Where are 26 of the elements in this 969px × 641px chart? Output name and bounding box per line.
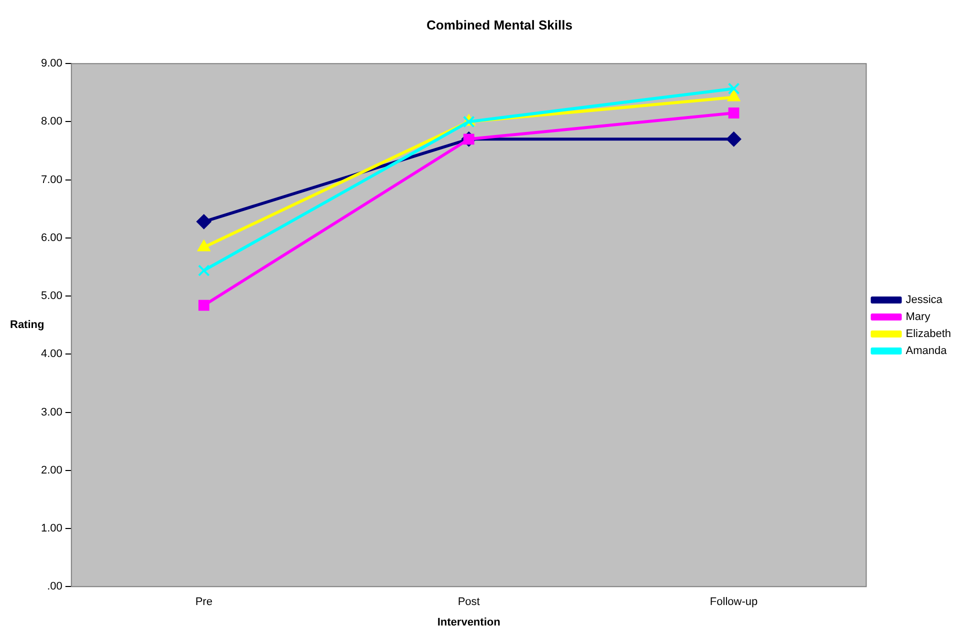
legend-label: Mary [906,311,931,324]
chart-title: Combined Mental Skills [426,17,572,32]
y-tick-label: 7.00 [40,174,62,186]
x-tick-label: Pre [195,596,212,608]
point [728,108,740,118]
x-axis-title: Intervention [437,616,501,628]
point [198,300,210,311]
y-tick-label: 6.00 [40,232,62,244]
x-tick-label: Post [458,596,480,608]
y-tick-label: 9.00 [40,58,62,70]
legend-label: Jessica [906,294,944,306]
point [726,132,742,147]
y-tick-label: 3.00 [40,406,62,418]
y-tick-label: 2.00 [40,464,62,476]
point [728,82,740,95]
point [196,214,212,230]
y-axis-title: Rating [10,319,44,332]
point [198,264,210,276]
y-tick-label: 1.00 [40,522,62,535]
y-tick-label: .00 [47,580,62,593]
y-tick-label: 8.00 [40,116,62,128]
legend-label: Amanda [906,345,948,358]
y-tick-label: 4.00 [40,348,62,360]
y-tick-label: 5.00 [40,290,62,302]
x-tick-label: Follow-up [710,596,758,608]
legend-label: Elizabeth [906,328,952,340]
